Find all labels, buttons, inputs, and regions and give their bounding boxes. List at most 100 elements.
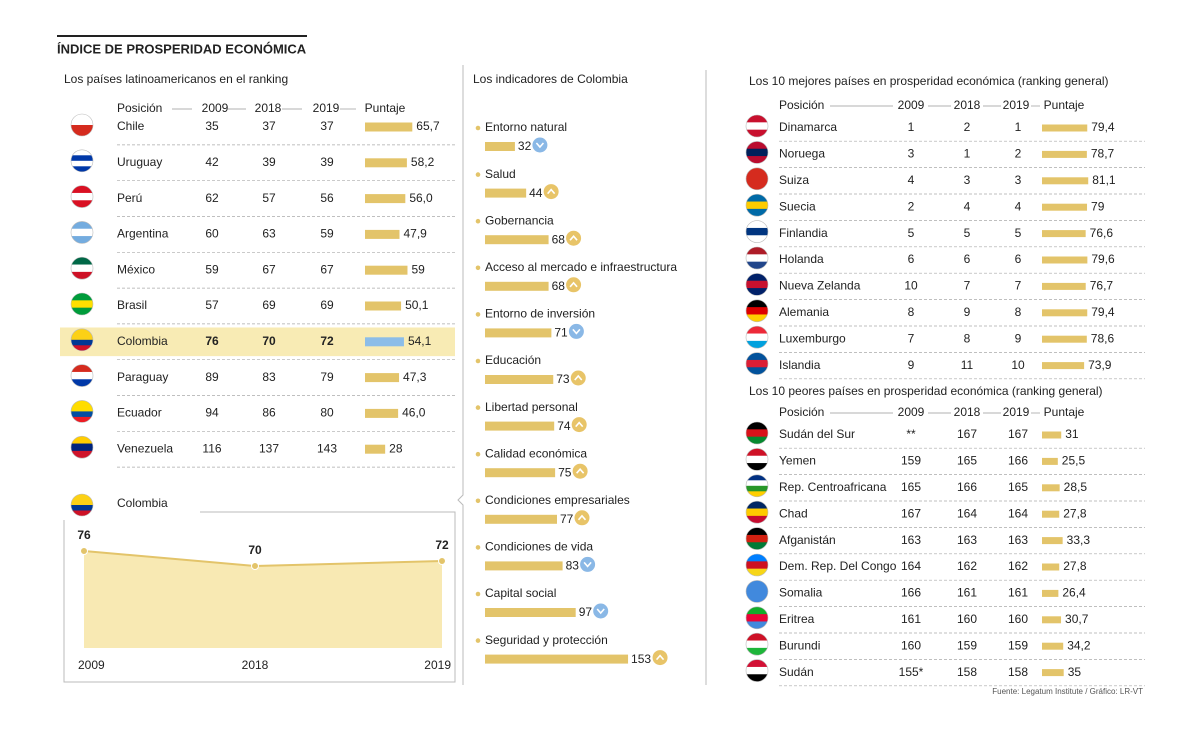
trend-icon	[593, 603, 609, 619]
flag-stripe	[746, 515, 768, 524]
indicator-value: 75	[558, 465, 572, 479]
flag-ring	[745, 246, 769, 270]
trend-chevron	[569, 234, 578, 241]
trend-chevron	[655, 654, 665, 661]
trend-icon	[652, 650, 668, 666]
flag-stripe	[71, 149, 93, 156]
country-name: Eritrea	[779, 612, 815, 626]
flag-stripe	[71, 160, 93, 167]
indicator-bar	[485, 281, 549, 291]
score-label: 47,3	[403, 370, 427, 384]
score-label: 33,3	[1067, 533, 1091, 547]
score-label: 30,7	[1065, 612, 1089, 626]
rank: 9	[964, 305, 971, 319]
flag-ring	[745, 606, 769, 630]
flag-stripe	[71, 155, 93, 162]
column-header: 2018	[255, 101, 282, 115]
score-bar	[1042, 616, 1062, 624]
column-header: 2009	[898, 405, 925, 419]
flag-stripe	[71, 271, 93, 280]
indicator-value: 153	[631, 652, 651, 666]
flag-stripe	[746, 273, 768, 282]
trend-icon	[566, 230, 582, 246]
rank: 83	[262, 370, 276, 384]
bullet	[475, 451, 481, 457]
flag-ring	[745, 220, 769, 243]
rank: 60	[205, 227, 219, 241]
trend-icon	[572, 463, 588, 479]
score-bar	[1042, 256, 1088, 264]
score-bar	[1042, 537, 1063, 545]
flag-stripe	[746, 156, 768, 164]
score-label: 79,4	[1091, 305, 1115, 319]
flag-ring	[745, 580, 769, 603]
rank: 5	[908, 226, 915, 240]
rank: 164	[1008, 506, 1028, 520]
rank: 165	[1008, 480, 1028, 494]
flag-stripe	[746, 501, 768, 510]
flag-ring	[745, 325, 769, 349]
rank: 62	[205, 191, 219, 205]
rank: 166	[957, 480, 977, 494]
flag-stripe	[746, 254, 768, 263]
indicator-name: Gobernancia	[485, 213, 554, 227]
column-header: 2019	[313, 101, 340, 115]
trend-chevron	[577, 514, 587, 521]
flag-stripe	[746, 542, 768, 550]
flag-stripe	[71, 300, 93, 309]
column-header: Posición	[779, 405, 824, 419]
score-bar	[365, 337, 404, 347]
flag-stripe	[71, 499, 93, 506]
score-label: 59	[411, 262, 425, 276]
score-label: 81,1	[1092, 173, 1116, 187]
flag-stripe	[71, 411, 93, 418]
country-name: Colombia	[117, 334, 168, 348]
country-name: Finlandia	[779, 226, 828, 240]
column-header: Puntaje	[1044, 405, 1085, 419]
flag-stripe	[746, 606, 768, 615]
indicator-name: Entorno de inversión	[485, 307, 595, 321]
rank: 160	[1008, 612, 1028, 626]
trend-area	[84, 551, 442, 648]
indicator-name: Capital social	[485, 586, 556, 600]
score-label: 76,7	[1090, 279, 1114, 293]
flag-stripe	[746, 148, 768, 157]
score-label: 78,6	[1091, 331, 1115, 345]
rank: 159	[957, 638, 977, 652]
flag-ring	[745, 352, 769, 375]
flag-stripe	[71, 494, 93, 500]
country-name: Holanda	[779, 252, 824, 266]
trend-point	[438, 557, 446, 565]
flag-stripe	[71, 371, 93, 380]
worst-subtitle: Los 10 peores países en prosperidad econ…	[749, 384, 1103, 398]
flag-stripe	[71, 505, 93, 511]
column-header: Posición	[779, 98, 824, 112]
score-bar	[1042, 431, 1062, 439]
bullet	[475, 545, 481, 550]
country-name: Suecia	[779, 199, 816, 213]
rank: 164	[901, 559, 921, 573]
country-name: México	[117, 262, 155, 276]
flag-ring	[70, 221, 94, 244]
score-bar	[365, 158, 407, 168]
column-header: Posición	[117, 101, 162, 115]
flag-stripe	[746, 352, 768, 361]
flag-ring	[70, 400, 94, 423]
score-label: 26,4	[1062, 586, 1086, 600]
flag-stripe	[746, 314, 768, 322]
flag-stripe	[746, 614, 768, 622]
flag-stripe	[746, 227, 768, 236]
country-name: Dinamarca	[779, 120, 837, 134]
rank: 79	[320, 370, 334, 384]
indicator-bar	[485, 421, 555, 431]
flag-stripe	[71, 450, 93, 459]
flag-ring	[745, 193, 769, 217]
flag-stripe	[71, 200, 93, 208]
trend-value: 76	[77, 528, 91, 542]
score-label: 27,8	[1063, 506, 1087, 520]
indicator-name: Calidad económica	[485, 446, 587, 460]
bullet	[475, 172, 481, 177]
rank: 166	[1008, 454, 1028, 468]
score-label: 46,0	[402, 406, 426, 420]
trend-chevron	[569, 281, 578, 288]
